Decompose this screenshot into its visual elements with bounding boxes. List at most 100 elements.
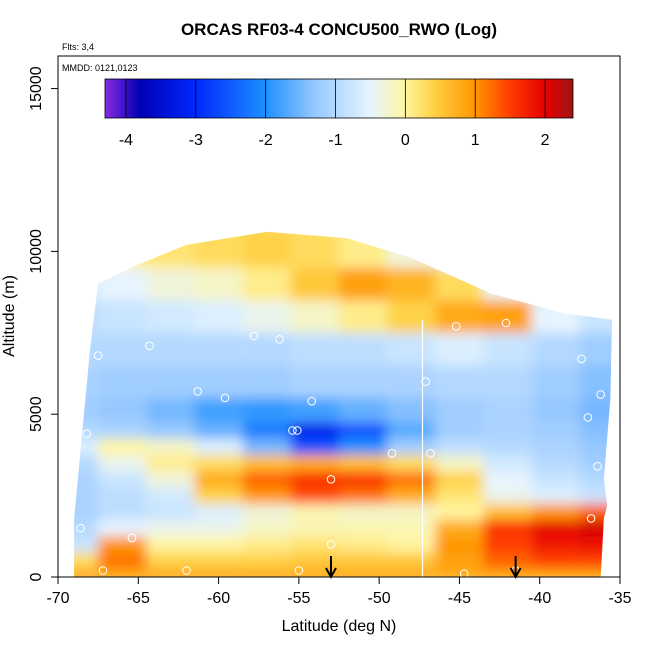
heatmap-cell	[435, 332, 484, 366]
heatmap-cell	[339, 552, 388, 569]
heatmap-cell	[98, 568, 147, 577]
heatmap-cell	[483, 536, 532, 553]
heatmap-cell	[146, 454, 195, 472]
heatmap-cell	[387, 397, 436, 423]
heatmap-cell	[435, 454, 484, 472]
heatmap-cell	[531, 438, 580, 455]
heatmap-cell	[531, 397, 580, 423]
heatmap-cell	[290, 231, 339, 268]
sample-point	[426, 449, 435, 458]
heatmap-cell	[194, 568, 243, 577]
heatmap-cell	[194, 267, 243, 301]
heatmap-cell	[98, 454, 147, 472]
heatmap-cell	[531, 536, 580, 553]
heatmap-cell	[387, 300, 436, 333]
heatmap-cell	[98, 267, 147, 301]
heatmap-cell	[98, 365, 147, 398]
heatmap-cell	[483, 552, 532, 569]
heatmap-cell	[242, 536, 291, 553]
heatmap-cell	[579, 365, 613, 398]
heatmap-cell	[531, 454, 580, 472]
colorbar-gradient	[104, 78, 574, 119]
heatmap-cell	[483, 438, 532, 455]
heatmap-cell	[483, 568, 532, 577]
heatmap-cell	[194, 397, 243, 423]
heatmap-cell	[531, 365, 580, 398]
heatmap-cell	[435, 267, 484, 301]
heatmap-cell	[579, 487, 613, 504]
plot-frame	[57, 55, 621, 578]
heatmap-cell	[387, 332, 436, 366]
heatmap-cell	[242, 267, 291, 301]
heatmap-cell	[339, 568, 388, 577]
heatmap-cell	[290, 568, 339, 577]
heatmap-cell	[290, 471, 339, 488]
heatmap-cell	[74, 520, 99, 537]
heatmap-cell	[146, 438, 195, 455]
heatmap-cell	[74, 300, 99, 333]
heatmap-cell	[290, 397, 339, 423]
heatmap-cell	[242, 365, 291, 398]
heatmap-cell	[339, 454, 388, 472]
heatmap-cell	[387, 503, 436, 520]
heatmap-cell	[146, 552, 195, 569]
heatmap-cell	[194, 422, 243, 439]
heatmap-cell	[579, 552, 613, 569]
colorbar-tick-label: -1	[328, 132, 342, 149]
sample-point	[220, 393, 230, 403]
x-tick-label: -55	[287, 590, 310, 607]
y-tick-label: 5000	[28, 396, 45, 432]
heatmap-cell	[146, 503, 195, 520]
heatmap-cell	[387, 471, 436, 488]
heatmap-cell	[98, 503, 147, 520]
sample-point	[249, 331, 259, 341]
heatmap-cell	[483, 231, 532, 268]
sample-point	[293, 426, 302, 435]
heatmap-cell	[387, 438, 436, 455]
sample-point	[583, 413, 593, 422]
y-tick-label: 0	[28, 572, 45, 581]
heatmap-cell	[339, 536, 388, 553]
heatmap-cell	[339, 300, 388, 333]
heatmap-cell	[146, 536, 195, 553]
sample-point	[93, 351, 103, 360]
heatmap-cell	[531, 487, 580, 504]
sample-point	[294, 566, 304, 575]
heatmap-cell	[435, 536, 484, 553]
heatmap-cell	[579, 454, 613, 472]
heatmap-cell	[387, 487, 436, 504]
sample-point	[288, 426, 297, 435]
chart-title: ORCAS RF03-4 CONCU500_RWO (Log)	[181, 20, 497, 39]
x-tick-label: -45	[448, 590, 471, 607]
heatmap-cell	[579, 520, 613, 537]
heatmap-cell	[74, 422, 99, 439]
heatmap-cell	[74, 471, 99, 488]
heatmap-cell	[531, 568, 580, 577]
heatmap-cell	[435, 503, 484, 520]
heatmap-cell	[579, 536, 613, 553]
sample-point	[326, 540, 336, 549]
heatmap-cell	[74, 438, 99, 455]
heatmap-cell	[531, 300, 580, 333]
y-axis: 0 5000 10000 15000	[28, 66, 58, 581]
heatmap-cell	[74, 536, 99, 553]
heatmap-cell	[98, 300, 147, 333]
heatmap-cell	[98, 397, 147, 423]
heatmap-cell	[290, 332, 339, 366]
heatmap-cell	[194, 552, 243, 569]
y-axis-label: Altitude (m)	[1, 275, 18, 357]
heatmap-cell	[387, 267, 436, 301]
sample-point	[501, 318, 511, 328]
heatmap-cell	[579, 438, 613, 455]
heatmap-cell	[194, 503, 243, 520]
heatmap-cell	[339, 503, 388, 520]
heatmap-cells	[74, 231, 613, 577]
heatmap-cell	[531, 267, 580, 301]
heatmap-cell	[339, 397, 388, 423]
x-tick-label: -65	[127, 590, 150, 607]
heatmap-cell	[194, 454, 243, 472]
sample-point	[307, 396, 317, 406]
y-tick-label: 10000	[28, 229, 45, 274]
heatmap-cell	[98, 471, 147, 488]
heatmap-cell	[290, 552, 339, 569]
